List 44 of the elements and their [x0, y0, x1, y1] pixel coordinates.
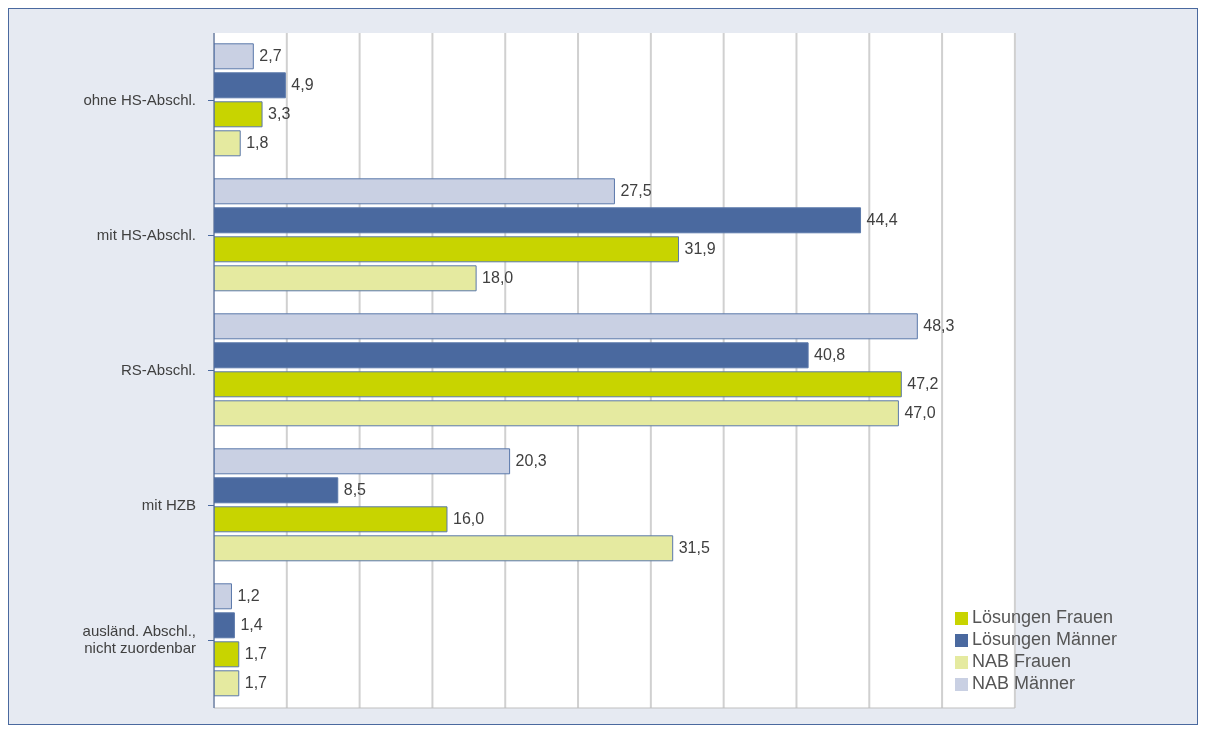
data-label: 48,3 — [923, 316, 955, 334]
bar — [214, 313, 918, 340]
bar — [214, 265, 477, 292]
data-label: 31,5 — [678, 538, 710, 556]
bar — [214, 448, 511, 475]
data-label: 47,0 — [904, 403, 936, 421]
bar — [214, 583, 232, 610]
bar — [214, 236, 680, 263]
bar — [214, 506, 448, 533]
legend-label: NAB Frauen — [971, 651, 1071, 671]
data-label: 1,7 — [244, 644, 268, 662]
bar — [214, 535, 674, 562]
y-tick-label: ohne HS-Abschl. — [83, 90, 196, 108]
y-tick-label: RS-Abschl. — [120, 360, 196, 378]
data-label: 20,3 — [515, 451, 547, 469]
y-tick-label: mit HS-Abschl. — [96, 225, 196, 243]
data-label: 27,5 — [620, 181, 652, 199]
data-label: 1,8 — [246, 133, 269, 151]
bar — [214, 670, 240, 697]
data-label: 8,5 — [343, 480, 367, 498]
data-label: 1,4 — [240, 615, 263, 633]
data-label: 1,2 — [237, 586, 260, 604]
data-label: 1,7 — [244, 673, 268, 691]
legend-label: Lösungen Frauen — [971, 607, 1113, 627]
y-tick-label: mit HZB — [141, 495, 196, 513]
data-label: 3,3 — [268, 104, 291, 122]
data-label: 16,0 — [452, 509, 485, 527]
bar — [214, 400, 899, 427]
y-tick-label: ausländ. Abschl., nicht zuordenbar — [82, 621, 196, 656]
data-label: 40,8 — [814, 345, 846, 363]
bar — [214, 178, 615, 205]
data-label: 31,9 — [684, 239, 716, 257]
data-label: 44,4 — [866, 210, 898, 228]
data-label: 2,7 — [259, 46, 282, 64]
bar — [214, 371, 902, 398]
bar — [214, 130, 241, 157]
data-label: 4,9 — [291, 75, 314, 93]
bar — [214, 43, 254, 70]
bar — [214, 101, 263, 128]
legend-label: Lösungen Männer — [971, 629, 1117, 649]
data-label: 18,0 — [482, 268, 514, 286]
legend-label: NAB Männer — [971, 673, 1075, 693]
data-label: 47,2 — [907, 374, 939, 392]
bar — [214, 641, 240, 668]
